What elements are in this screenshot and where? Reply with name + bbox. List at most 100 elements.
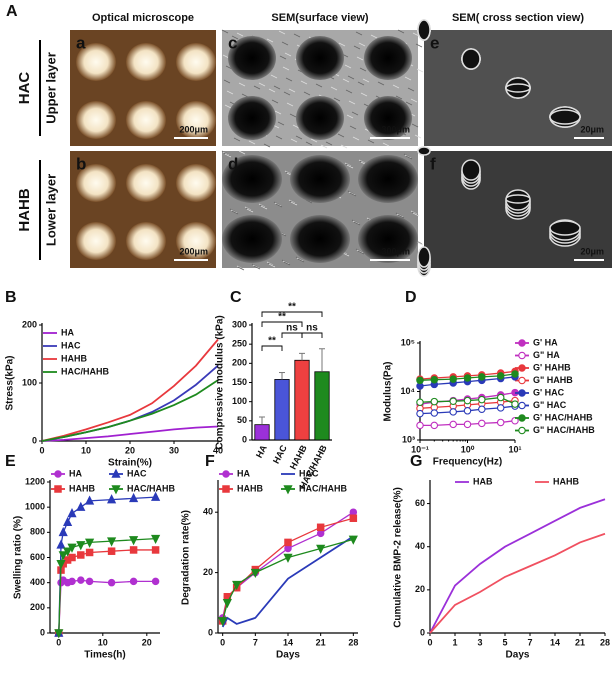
series-line [58, 537, 156, 634]
significance-bracket [261, 321, 303, 327]
legend-marker [518, 414, 526, 422]
marker [107, 494, 117, 504]
marker [478, 405, 486, 414]
x-tick-label: 21 [575, 637, 585, 647]
x-axis-label: Times(h) [84, 650, 126, 661]
series-line [41, 425, 219, 442]
texture [223, 79, 231, 84]
series-line [429, 532, 606, 634]
texture [357, 250, 365, 255]
texture [236, 265, 244, 270]
marker [85, 577, 94, 586]
row-layer: Lower layer [43, 174, 58, 246]
pore [76, 43, 116, 81]
texture [271, 99, 279, 104]
marker [349, 514, 358, 522]
legend-marker [222, 470, 230, 478]
texture [223, 152, 231, 157]
texture [292, 124, 300, 129]
texture [356, 56, 364, 61]
marker [232, 580, 242, 591]
y-tick-label: 0 [208, 627, 213, 637]
marker [218, 617, 228, 627]
cavity [505, 83, 531, 93]
texture [289, 200, 297, 205]
y-tick-label: 100 [232, 396, 247, 406]
texture [412, 32, 420, 37]
legend-label: HAC [299, 468, 319, 478]
y-tick-label: 20 [203, 567, 213, 577]
legend-marker [222, 485, 230, 493]
texture [230, 209, 238, 214]
significance-label: ** [268, 336, 276, 347]
texture [345, 163, 353, 168]
texture [282, 66, 290, 71]
legend-marker [111, 468, 121, 478]
series-line [221, 535, 354, 628]
panel-letter: c [228, 33, 237, 52]
texture [259, 204, 267, 209]
panel-label: B [5, 289, 17, 306]
marker [416, 376, 424, 385]
series-line [58, 496, 156, 634]
texture [281, 41, 289, 46]
texture [258, 82, 266, 87]
texture [342, 78, 350, 83]
y-tick-label: 200 [22, 319, 37, 329]
scale-label: 300μm [381, 246, 410, 256]
texture [411, 123, 419, 128]
marker [129, 577, 138, 586]
bar [294, 359, 310, 441]
marker [449, 375, 457, 383]
x-tick-label: 10¹ [508, 444, 521, 454]
marker [151, 577, 160, 586]
panel-letter: e [430, 33, 439, 52]
texture [353, 221, 361, 226]
texture [404, 154, 412, 159]
panel-label: D [405, 289, 417, 306]
micrograph: d 300μm [221, 150, 424, 271]
marker [76, 501, 86, 511]
legend-label: HAC/HAHB [299, 483, 347, 493]
marker [107, 537, 117, 547]
marker [54, 629, 64, 639]
texture [377, 81, 385, 86]
texture [395, 212, 403, 217]
pore [126, 222, 166, 260]
legend-marker [518, 401, 526, 410]
cavity [505, 194, 531, 204]
marker [449, 397, 457, 405]
texture [347, 75, 355, 80]
y-tick-label: 0 [32, 435, 37, 445]
texture [231, 210, 239, 215]
marker [129, 546, 138, 554]
row-layer: Upper layer [43, 52, 58, 124]
texture [284, 52, 292, 57]
texture [274, 110, 282, 115]
scale-label: 300μm [381, 124, 410, 134]
legend-marker [518, 351, 526, 360]
texture [325, 141, 333, 146]
texture [253, 85, 261, 90]
pore [76, 222, 116, 260]
texture [415, 43, 423, 48]
texture [238, 82, 246, 87]
legend-label: HAB [473, 476, 493, 486]
micrograph: b 200μm [70, 151, 216, 268]
marker [478, 419, 486, 428]
y-tick-label: 40 [415, 541, 425, 551]
pore [228, 36, 276, 80]
marker [151, 534, 161, 545]
y-tick-label: 100 [22, 377, 37, 387]
y-axis-label: Modulus(Pa) [383, 362, 394, 422]
y-tick-label: 60 [415, 498, 425, 508]
legend-label: HAC [127, 468, 147, 478]
scale-label: 200μm [179, 246, 208, 256]
legend-marker [54, 485, 62, 493]
marker [511, 400, 519, 408]
texture [345, 89, 353, 94]
marker [463, 374, 472, 382]
marker [250, 568, 260, 579]
texture [392, 84, 400, 89]
